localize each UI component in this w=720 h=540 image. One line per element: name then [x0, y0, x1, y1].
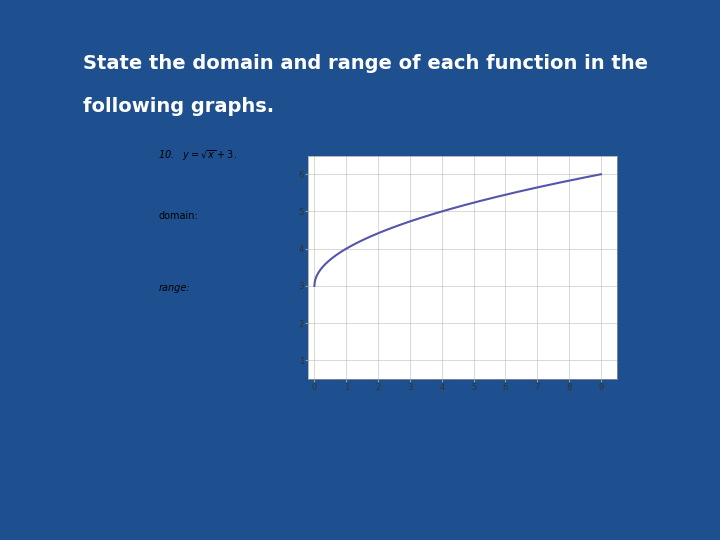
Text: 10.   $y = \sqrt{x} + 3.$: 10. $y = \sqrt{x} + 3.$: [158, 148, 238, 163]
Text: domain:: domain:: [158, 212, 198, 221]
Text: State the domain and range of each function in the: State the domain and range of each funct…: [83, 54, 648, 73]
Text: range:: range:: [158, 282, 190, 293]
Text: following graphs.: following graphs.: [83, 97, 274, 116]
